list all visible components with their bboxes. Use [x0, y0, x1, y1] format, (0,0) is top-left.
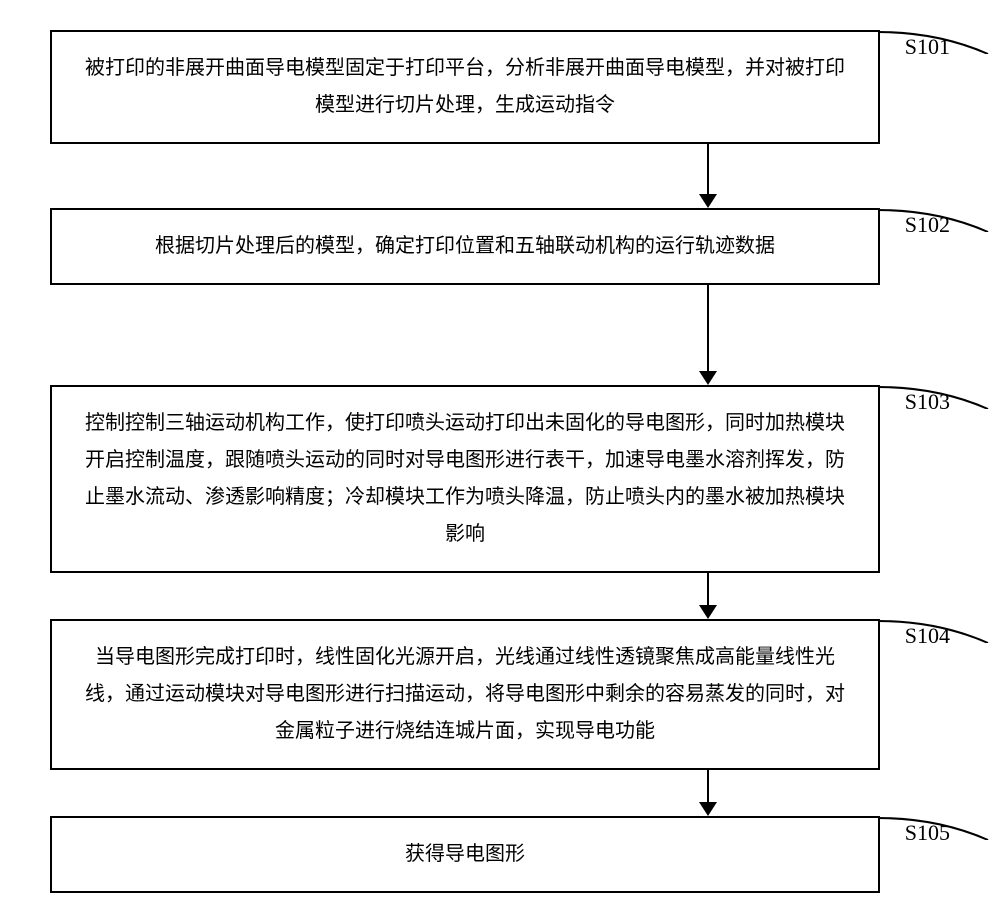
step-s102-label: S102 [905, 212, 950, 238]
step-s105-label: S105 [905, 820, 950, 846]
arrow-1 [699, 144, 717, 208]
arrow-2 [699, 285, 717, 385]
step-s101-label: S101 [905, 34, 950, 60]
step-s102-wrapper: 根据切片处理后的模型，确定打印位置和五轴联动机构的运行轨迹数据 S102 [50, 208, 950, 285]
arrow-4 [699, 770, 717, 816]
step-s101-text: 被打印的非展开曲面导电模型固定于打印平台，分析非展开曲面导电模型，并对被打印模型… [85, 57, 845, 116]
step-s105-text: 获得导电图形 [405, 843, 525, 865]
step-s101-wrapper: 被打印的非展开曲面导电模型固定于打印平台，分析非展开曲面导电模型，并对被打印模型… [50, 30, 950, 144]
step-s104-wrapper: 当导电图形完成打印时，线性固化光源开启，光线通过线性透镜聚焦成高能量线性光线，通… [50, 619, 950, 770]
step-s103-label: S103 [905, 389, 950, 415]
step-s102-box: 根据切片处理后的模型，确定打印位置和五轴联动机构的运行轨迹数据 [50, 208, 880, 285]
step-s102-text: 根据切片处理后的模型，确定打印位置和五轴联动机构的运行轨迹数据 [155, 235, 775, 257]
step-s105-wrapper: 获得导电图形 S105 [50, 816, 950, 893]
step-s104-label: S104 [905, 623, 950, 649]
step-s104-box: 当导电图形完成打印时，线性固化光源开启，光线通过线性透镜聚焦成高能量线性光线，通… [50, 619, 880, 770]
step-s105-box: 获得导电图形 [50, 816, 880, 893]
step-s101-box: 被打印的非展开曲面导电模型固定于打印平台，分析非展开曲面导电模型，并对被打印模型… [50, 30, 880, 144]
step-s103-box: 控制控制三轴运动机构工作，使打印喷头运动打印出未固化的导电图形，同时加热模块开启… [50, 385, 880, 573]
flowchart-container: 被打印的非展开曲面导电模型固定于打印平台，分析非展开曲面导电模型，并对被打印模型… [50, 30, 950, 893]
step-s103-text: 控制控制三轴运动机构工作，使打印喷头运动打印出未固化的导电图形，同时加热模块开启… [85, 412, 845, 545]
arrow-3 [699, 573, 717, 619]
step-s104-text: 当导电图形完成打印时，线性固化光源开启，光线通过线性透镜聚焦成高能量线性光线，通… [85, 646, 845, 742]
step-s103-wrapper: 控制控制三轴运动机构工作，使打印喷头运动打印出未固化的导电图形，同时加热模块开启… [50, 385, 950, 573]
